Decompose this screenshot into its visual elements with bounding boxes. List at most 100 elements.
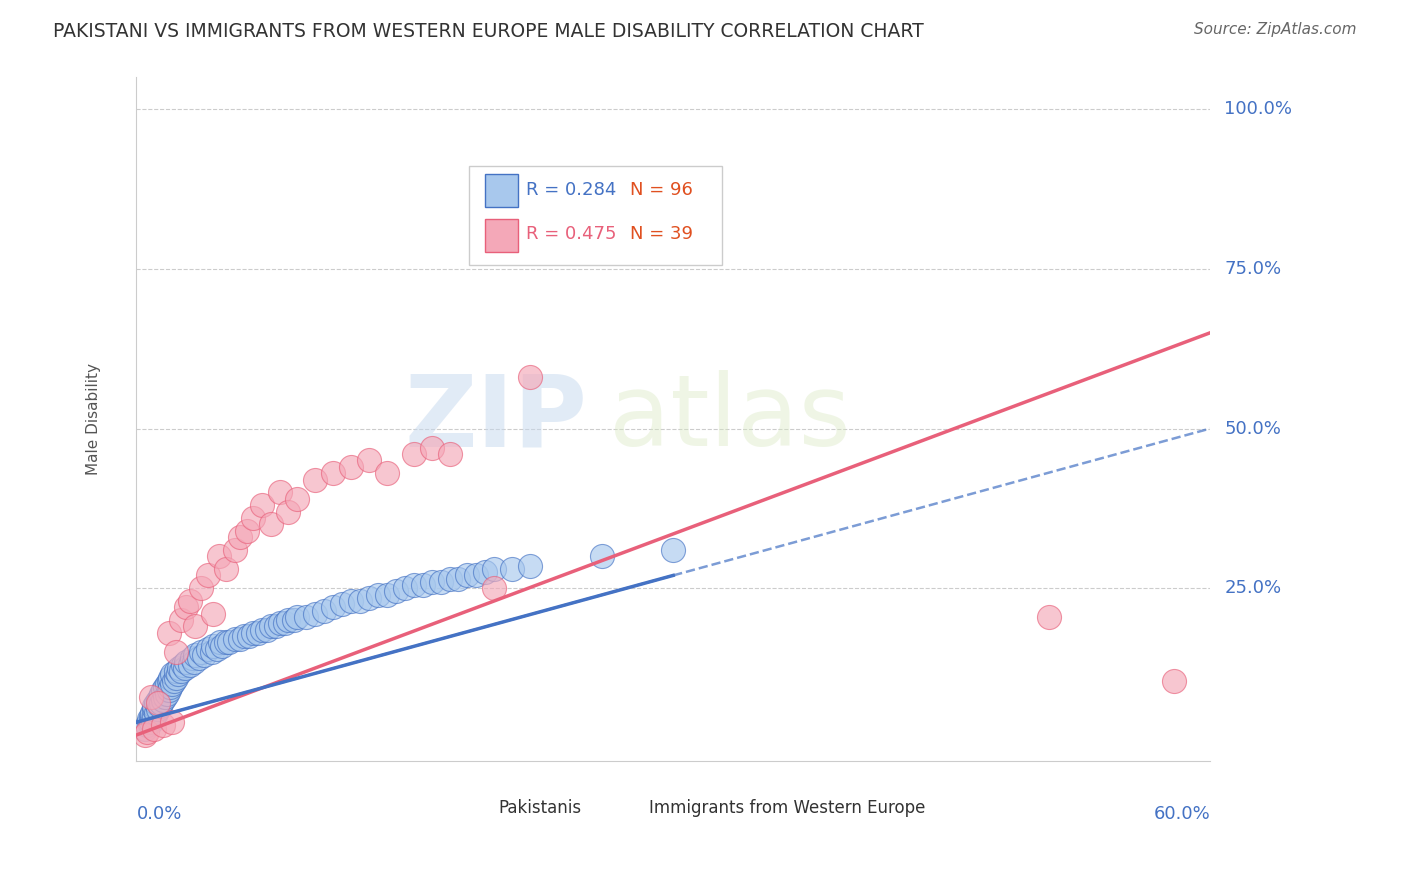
Point — [170, 664, 193, 678]
Point — [456, 568, 478, 582]
Point — [357, 453, 380, 467]
Point — [250, 498, 273, 512]
Point — [218, 635, 240, 649]
Point — [190, 645, 212, 659]
Point — [156, 686, 179, 700]
Point — [179, 594, 201, 608]
Point — [157, 625, 180, 640]
Point — [170, 613, 193, 627]
Point — [197, 568, 219, 582]
Point — [143, 699, 166, 714]
Point — [484, 581, 506, 595]
Point — [141, 706, 163, 720]
Point — [259, 517, 281, 532]
Point — [166, 667, 188, 681]
Point — [180, 651, 202, 665]
Point — [173, 661, 195, 675]
Point — [202, 607, 225, 621]
Point — [375, 467, 398, 481]
Point — [322, 600, 344, 615]
Point — [277, 505, 299, 519]
Point — [197, 641, 219, 656]
Point — [190, 581, 212, 595]
Point — [232, 629, 254, 643]
Point — [394, 581, 416, 595]
Bar — [485, 175, 517, 207]
Point — [138, 712, 160, 726]
Point — [143, 722, 166, 736]
Point — [145, 696, 167, 710]
Point — [209, 635, 232, 649]
Point — [304, 473, 326, 487]
Point — [236, 524, 259, 538]
Point — [402, 578, 425, 592]
Point — [184, 648, 207, 663]
Point — [146, 693, 169, 707]
Text: R = 0.284: R = 0.284 — [526, 181, 616, 199]
Text: PAKISTANI VS IMMIGRANTS FROM WESTERN EUROPE MALE DISABILITY CORRELATION CHART: PAKISTANI VS IMMIGRANTS FROM WESTERN EUR… — [53, 22, 924, 41]
Point — [322, 467, 344, 481]
Text: 100.0%: 100.0% — [1225, 101, 1292, 119]
Point — [202, 639, 225, 653]
Text: Source: ZipAtlas.com: Source: ZipAtlas.com — [1194, 22, 1357, 37]
Point — [141, 712, 163, 726]
Point — [357, 591, 380, 605]
Point — [188, 651, 211, 665]
Text: Pakistanis: Pakistanis — [498, 798, 581, 817]
Point — [447, 572, 470, 586]
Text: Immigrants from Western Europe: Immigrants from Western Europe — [648, 798, 925, 817]
Point — [149, 699, 172, 714]
Point — [349, 594, 371, 608]
Point — [340, 594, 363, 608]
Point — [287, 610, 309, 624]
Point — [330, 597, 353, 611]
Point — [176, 600, 198, 615]
Point — [247, 625, 270, 640]
Bar — [620, 799, 643, 816]
Point — [420, 441, 443, 455]
Point — [139, 690, 162, 704]
Point — [1163, 673, 1185, 688]
Text: 75.0%: 75.0% — [1225, 260, 1281, 278]
Point — [153, 690, 176, 704]
Point — [184, 619, 207, 633]
Point — [256, 623, 278, 637]
Point — [439, 447, 461, 461]
Point — [211, 639, 233, 653]
Text: atlas: atlas — [609, 370, 851, 467]
Point — [138, 715, 160, 730]
Point — [176, 655, 198, 669]
Point — [160, 667, 183, 681]
Point — [367, 588, 389, 602]
Point — [165, 664, 187, 678]
Point — [304, 607, 326, 621]
Point — [1038, 610, 1060, 624]
Point — [465, 568, 488, 582]
Point — [165, 671, 187, 685]
Point — [156, 677, 179, 691]
Bar — [470, 799, 494, 816]
Point — [208, 549, 231, 564]
Text: ZIP: ZIP — [405, 370, 588, 467]
Point — [385, 584, 408, 599]
Point — [136, 724, 159, 739]
Point — [193, 648, 215, 663]
Point — [179, 657, 201, 672]
Point — [157, 673, 180, 688]
Point — [134, 728, 156, 742]
Point — [165, 645, 187, 659]
Point — [250, 623, 273, 637]
Point — [412, 578, 434, 592]
Point — [259, 619, 281, 633]
Point — [662, 542, 685, 557]
Point — [224, 632, 246, 647]
Point — [215, 562, 238, 576]
Point — [269, 616, 291, 631]
Bar — [485, 219, 517, 252]
Point — [269, 485, 291, 500]
Point — [205, 641, 228, 656]
Point — [224, 542, 246, 557]
Point — [215, 635, 238, 649]
Point — [314, 603, 336, 617]
Point — [159, 680, 181, 694]
